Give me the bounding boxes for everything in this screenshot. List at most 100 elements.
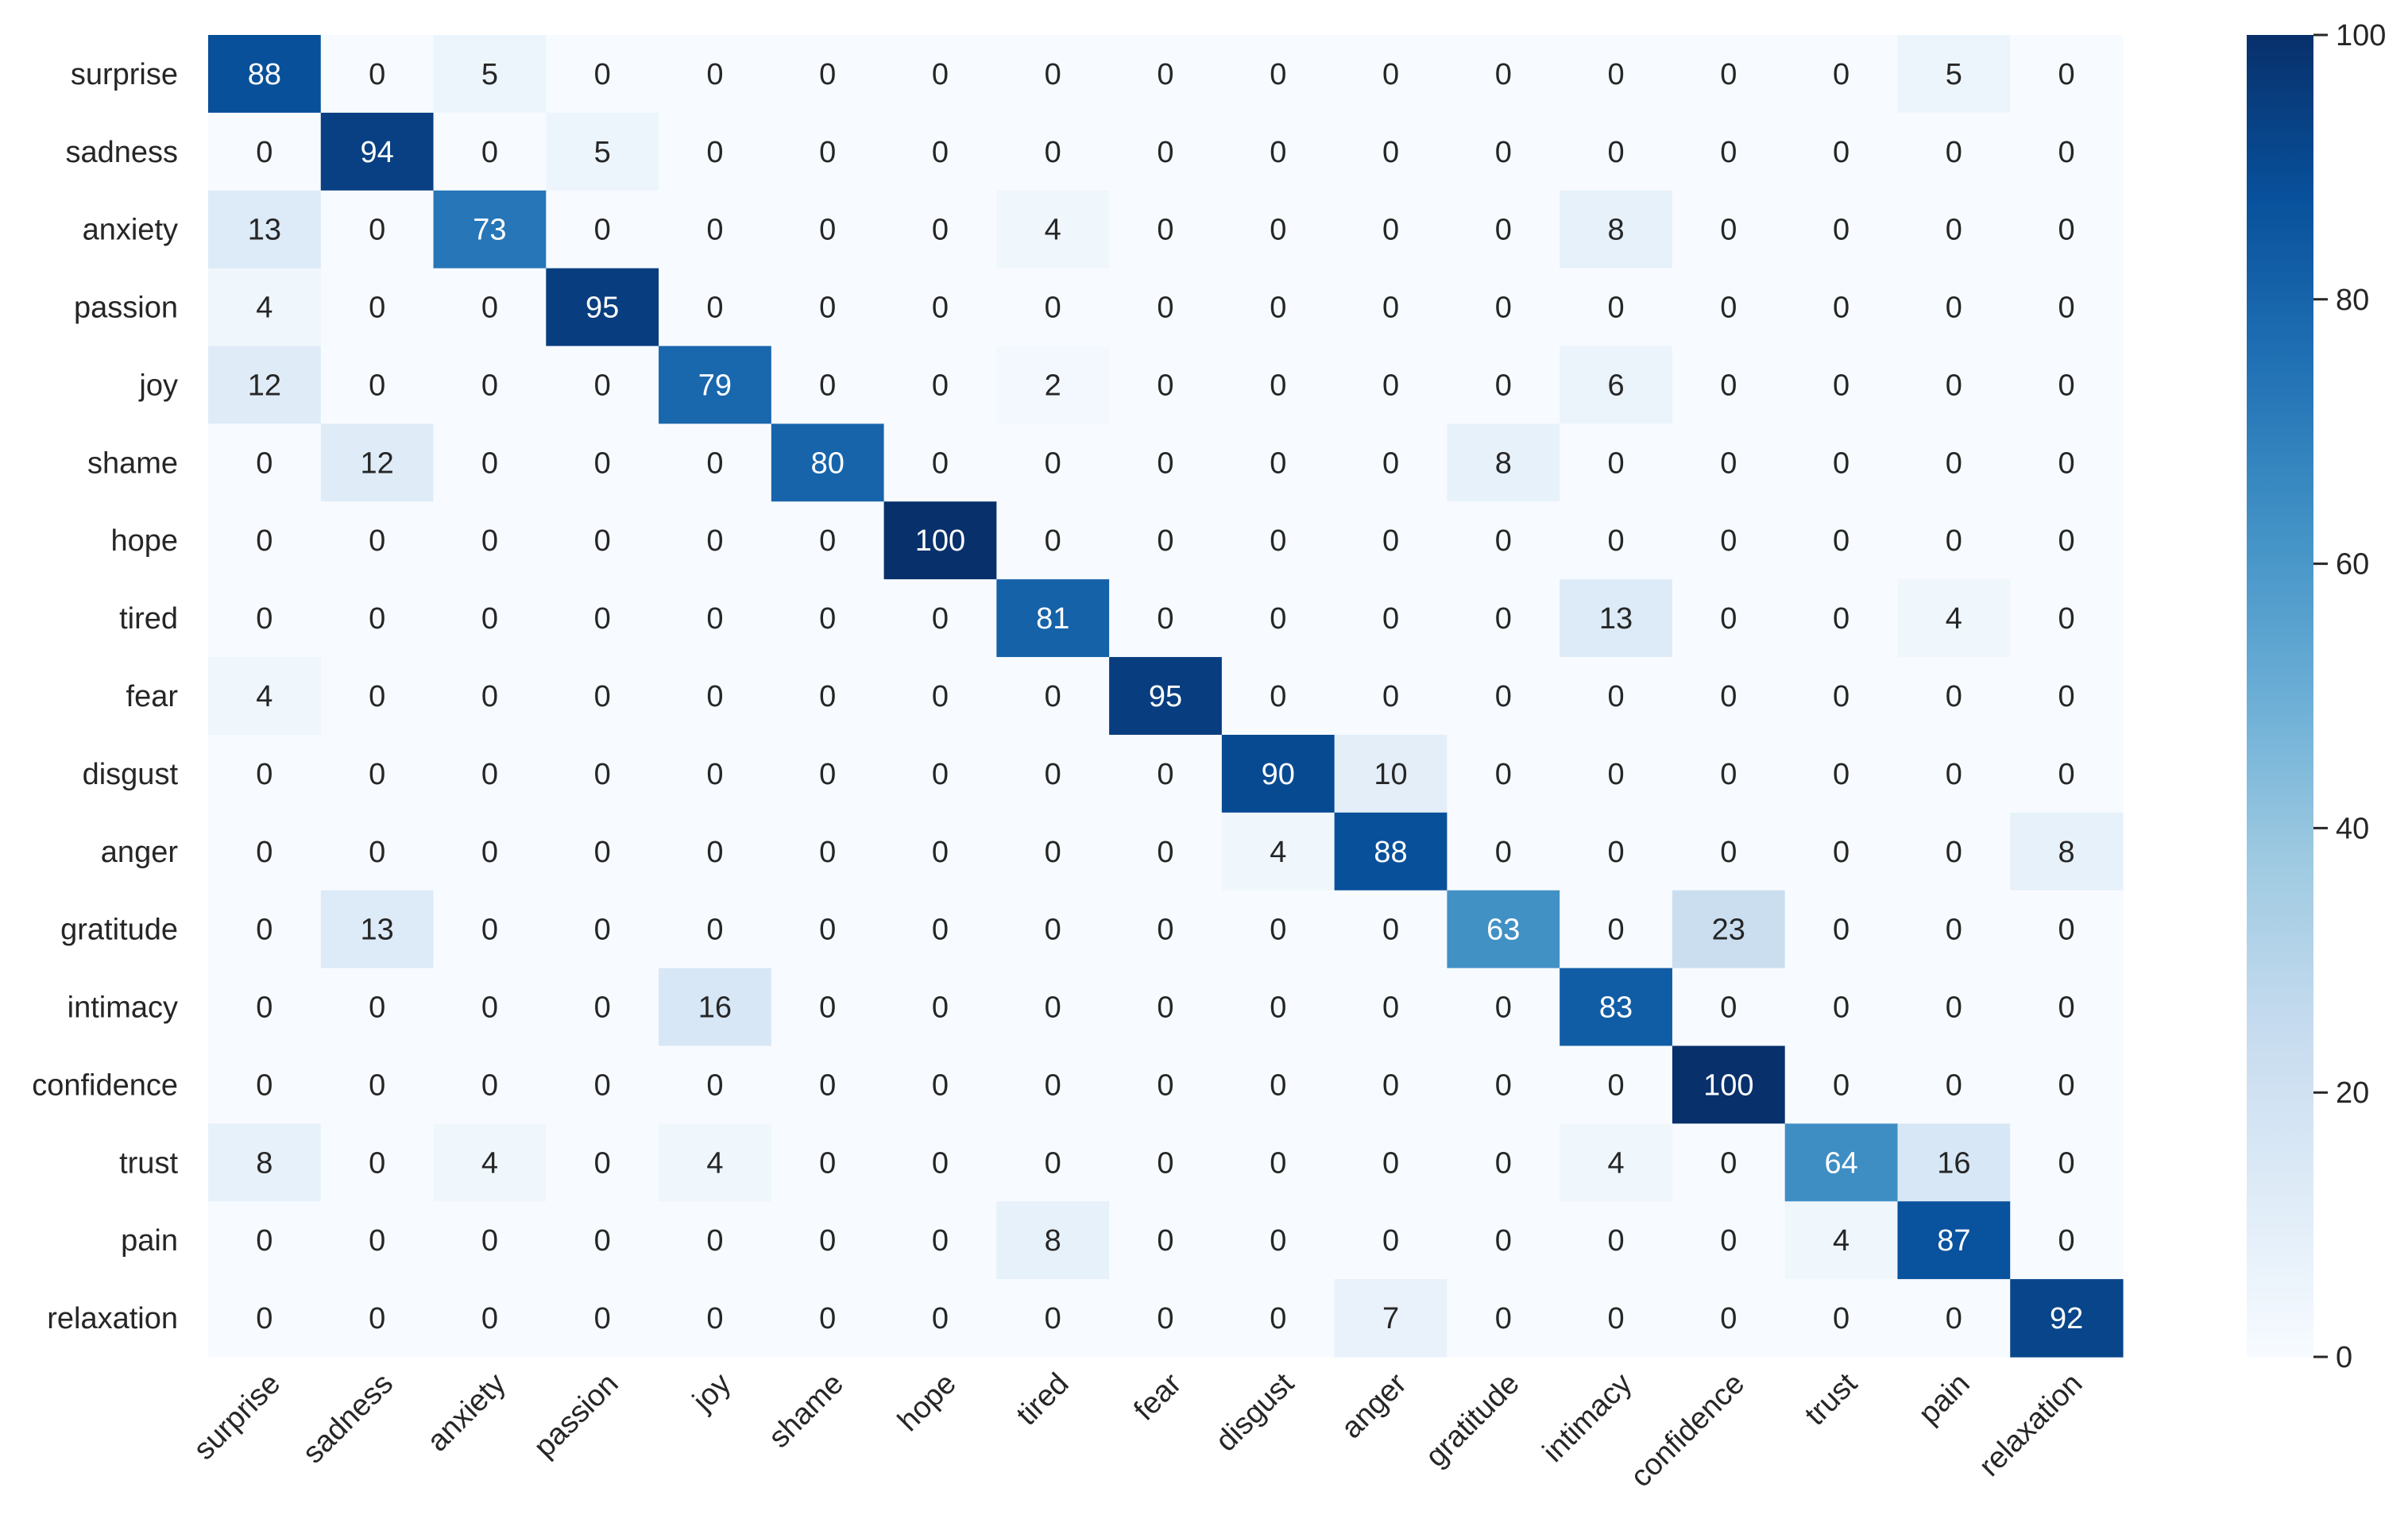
- cell-value-anxiety-hope: 0: [932, 214, 949, 247]
- cell-value-disgust-intimacy: 0: [1607, 758, 1624, 791]
- cell-value-gratitude-intimacy: 0: [1607, 914, 1624, 947]
- heatmap-cell-passion-fear: [1109, 268, 1223, 347]
- heatmap-cell-tired-tired: [996, 579, 1110, 658]
- y-tick-label-confidence: confidence: [32, 1068, 178, 1102]
- heatmap-cell-gratitude-surprise: [208, 890, 322, 969]
- heatmap-cell-tired-disgust: [1221, 579, 1335, 658]
- cell-value-disgust-anxiety: 0: [481, 758, 498, 791]
- cell-value-joy-gratitude: 0: [1495, 369, 1512, 402]
- heatmap-cell-anger-relaxation: [2010, 812, 2124, 891]
- heatmap-cell-intimacy-shame: [771, 968, 885, 1047]
- cell-value-trust-shame: 0: [819, 1146, 836, 1180]
- heatmap-cell-labels: 88 0 5 0 0 0 0 0 0 0 0 0 0 0 0 5 00 94 0 5 0 0 0 0 0 0 0 0 0 0 0 0 013 0 7…: [248, 58, 2084, 1335]
- y-tick-label-passion: passion: [74, 292, 178, 325]
- cell-value-relaxation-fear: 0: [1157, 1302, 1173, 1335]
- heatmap-cell-anxiety-hope: [883, 190, 997, 269]
- heatmap-cell-pain-passion: [546, 1201, 659, 1280]
- heatmap-cell-confidence-confidence: [1672, 1045, 1786, 1124]
- heatmap-cell-surprise-hope: [883, 35, 997, 114]
- cell-value-joy-passion: 0: [594, 369, 611, 402]
- heatmap-cell-trust-joy: [659, 1123, 772, 1202]
- heatmap-cell-anger-gratitude: [1447, 812, 1560, 891]
- heatmap-cell-anger-hope: [883, 812, 997, 891]
- heatmap-cell-trust-intimacy: [1560, 1123, 1673, 1202]
- heatmap-cell-confidence-hope: [883, 1045, 997, 1124]
- cell-value-gratitude-hope: 0: [932, 914, 949, 947]
- cell-value-surprise-trust: 0: [1833, 58, 1849, 91]
- cell-value-tired-anger: 0: [1382, 602, 1399, 636]
- heatmap-cell-trust-anger: [1334, 1123, 1448, 1202]
- heatmap-cell-anxiety-anxiety: [433, 190, 547, 269]
- cell-value-gratitude-disgust: 0: [1270, 914, 1286, 947]
- cell-value-sadness-intimacy: 0: [1607, 136, 1624, 169]
- x-tick-label-fear: fear: [1127, 1366, 1188, 1427]
- heatmap-cell-tired-trust: [1784, 579, 1899, 658]
- y-tick-label-relaxation: relaxation: [47, 1302, 178, 1335]
- cell-value-anxiety-tired: 4: [1045, 214, 1061, 247]
- cell-value-pain-tired: 8: [1045, 1224, 1061, 1258]
- cell-value-relaxation-shame: 0: [819, 1302, 836, 1335]
- cell-value-gratitude-trust: 0: [1833, 914, 1849, 947]
- heatmap-cell-hope-joy: [659, 501, 772, 580]
- colorbar-tick-label-80: 80: [2336, 284, 2369, 317]
- heatmap-cell-trust-tired: [996, 1123, 1110, 1202]
- cell-value-trust-hope: 0: [932, 1146, 949, 1180]
- cell-value-intimacy-tired: 0: [1045, 991, 1061, 1025]
- cell-value-relaxation-anger: 7: [1382, 1302, 1399, 1335]
- heatmap-cell-anxiety-trust: [1784, 190, 1899, 269]
- heatmap-cell-passion-relaxation: [2010, 268, 2124, 347]
- cell-value-surprise-anxiety: 5: [481, 58, 498, 91]
- y-tick-label-anger: anger: [101, 836, 179, 869]
- heatmap-cell-confidence-trust: [1784, 1045, 1899, 1124]
- cell-value-disgust-gratitude: 0: [1495, 758, 1512, 791]
- heatmap-cell-hope-intimacy: [1560, 501, 1673, 580]
- cell-value-relaxation-trust: 0: [1833, 1302, 1849, 1335]
- cell-value-sadness-anxiety: 0: [481, 136, 498, 169]
- cell-value-hope-joy: 0: [706, 524, 723, 558]
- heatmap-cell-confidence-pain: [1897, 1045, 2011, 1124]
- heatmap-cell-joy-fear: [1109, 346, 1223, 425]
- heatmap-cell-gratitude-tired: [996, 890, 1110, 969]
- heatmap-cell-intimacy-intimacy: [1560, 968, 1673, 1047]
- cell-value-confidence-joy: 0: [706, 1068, 723, 1102]
- heatmap-cell-surprise-relaxation: [2010, 35, 2124, 114]
- heatmap-cell-sadness-passion: [546, 112, 659, 191]
- cell-value-fear-pain: 0: [1946, 680, 1962, 713]
- cell-value-hope-shame: 0: [819, 524, 836, 558]
- cell-value-anger-anxiety: 0: [481, 836, 498, 869]
- cell-value-trust-relaxation: 0: [2058, 1146, 2075, 1180]
- heatmap-cell-shame-pain: [1897, 423, 2011, 502]
- x-tick-label-shame: shame: [763, 1367, 850, 1455]
- heatmap-cell-sadness-tired: [996, 112, 1110, 191]
- cell-value-pain-shame: 0: [819, 1224, 836, 1258]
- cell-value-anxiety-anxiety: 73: [473, 214, 506, 247]
- heatmap-cell-shame-passion: [546, 423, 659, 502]
- heatmap-cell-anger-sadness: [320, 812, 435, 891]
- cell-value-pain-gratitude: 0: [1495, 1224, 1512, 1258]
- cell-value-joy-sadness: 0: [369, 369, 385, 402]
- heatmap-cell-hope-trust: [1784, 501, 1899, 580]
- cell-value-shame-shame: 80: [811, 446, 845, 480]
- heatmap-cell-anxiety-sadness: [320, 190, 435, 269]
- cell-value-shame-hope: 0: [932, 446, 949, 480]
- heatmap-cell-trust-shame: [771, 1123, 885, 1202]
- cell-value-anxiety-passion: 0: [594, 214, 611, 247]
- heatmap-cell-tired-hope: [883, 579, 997, 658]
- cell-value-shame-sadness: 12: [361, 446, 394, 480]
- heatmap-cell-joy-hope: [883, 346, 997, 425]
- heatmap-cell-disgust-confidence: [1672, 734, 1786, 813]
- x-tick-label-tired: tired: [1011, 1367, 1076, 1432]
- cell-value-shame-tired: 0: [1045, 446, 1061, 480]
- heatmap-cell-pain-relaxation: [2010, 1201, 2124, 1280]
- heatmap-cell-pain-joy: [659, 1201, 772, 1280]
- heatmap-cell-sadness-shame: [771, 112, 885, 191]
- cell-value-shame-gratitude: 8: [1495, 446, 1512, 480]
- cell-value-pain-intimacy: 0: [1607, 1224, 1624, 1258]
- heatmap-cell-surprise-fear: [1109, 35, 1223, 114]
- heatmap-cell-confidence-relaxation: [2010, 1045, 2124, 1124]
- heatmap-cell-anger-pain: [1897, 812, 2011, 891]
- heatmap-cell-trust-passion: [546, 1123, 659, 1202]
- cell-value-surprise-passion: 0: [594, 58, 611, 91]
